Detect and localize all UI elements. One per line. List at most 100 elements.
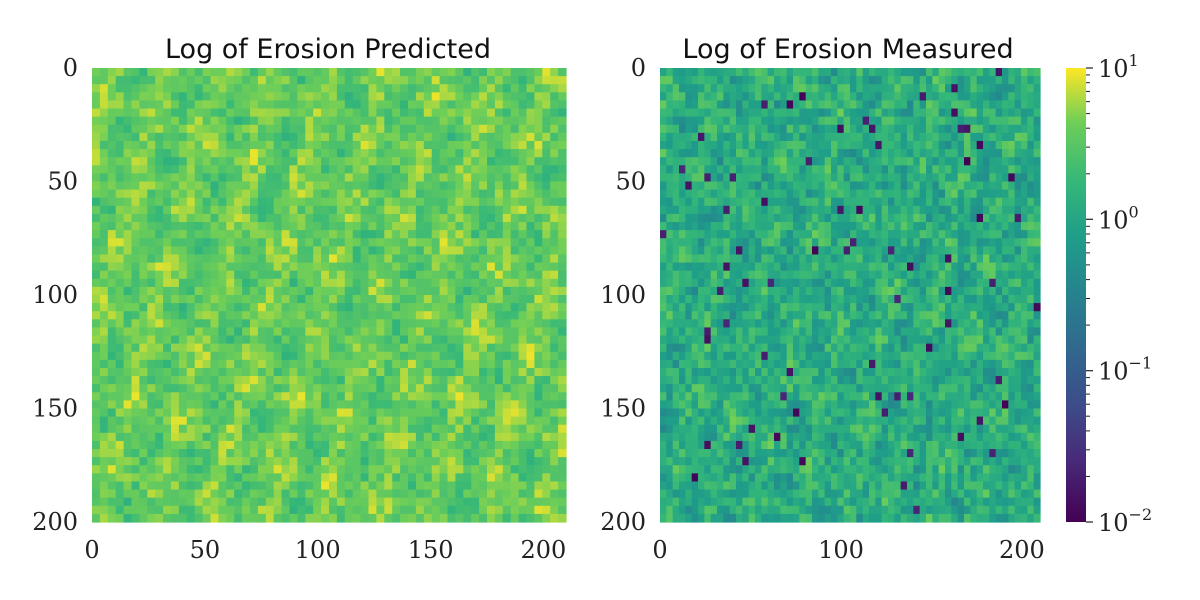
heatmap-cell: [850, 76, 857, 85]
heatmap-cell: [957, 278, 965, 288]
heatmap-cell: [178, 68, 188, 77]
heatmap-cell: [729, 116, 737, 126]
heatmap-cell: [273, 416, 283, 426]
heatmap-cell: [913, 116, 921, 126]
heatmap-cell: [774, 140, 781, 150]
heatmap-cell: [171, 76, 180, 85]
heatmap-cell: [139, 424, 148, 434]
heatmap-cell: [926, 246, 933, 256]
heatmap-cell: [945, 254, 952, 264]
heatmap-cell: [761, 116, 769, 126]
heatmap-cell: [344, 149, 354, 158]
heatmap-cell: [660, 100, 667, 110]
heatmap-cell: [115, 181, 125, 191]
heatmap-cell: [862, 84, 870, 93]
heatmap-cell: [799, 149, 807, 158]
heatmap-cell: [431, 149, 441, 158]
heatmap-cell: [344, 213, 354, 223]
heatmap-cell: [755, 157, 762, 166]
heatmap-cell: [938, 197, 946, 207]
heatmap-cell: [250, 213, 259, 223]
heatmap-cell: [869, 124, 876, 134]
heatmap-cell: [945, 140, 952, 150]
heatmap-cell: [226, 254, 235, 264]
heatmap-cell: [147, 84, 156, 93]
heatmap-cell: [542, 270, 551, 280]
heatmap-cell: [257, 270, 267, 280]
heatmap-cell: [510, 311, 520, 320]
heatmap-cell: [297, 205, 306, 215]
heatmap-cell: [234, 497, 243, 507]
heatmap-cell: [115, 359, 125, 369]
heatmap-cell: [487, 238, 496, 247]
heatmap-cell: [510, 197, 520, 207]
heatmap-cell: [408, 359, 417, 369]
heatmap-cell: [875, 108, 883, 118]
heatmap-cell: [717, 254, 724, 264]
heatmap-cell: [786, 108, 794, 118]
heatmap-cell: [1002, 189, 1009, 199]
heatmap-cell: [321, 513, 330, 523]
heatmap-cell: [431, 197, 441, 207]
heatmap-cell: [202, 100, 212, 110]
heatmap-cell: [550, 132, 559, 142]
heatmap-cell: [115, 311, 125, 320]
heatmap-cell: [526, 432, 535, 442]
heatmap-cell: [250, 457, 259, 466]
heatmap-cell: [818, 181, 826, 191]
heatmap-cell: [289, 351, 298, 361]
heatmap-cell: [226, 351, 235, 361]
heatmap-cell: [1002, 108, 1009, 118]
heatmap-cell: [888, 189, 895, 199]
heatmap-cell: [289, 481, 298, 491]
heatmap-cell: [869, 278, 876, 288]
heatmap-cell: [147, 392, 156, 401]
heatmap-cell: [384, 505, 393, 515]
heatmap-cell: [907, 181, 914, 191]
heatmap-cell: [989, 246, 997, 256]
heatmap-cell: [989, 278, 997, 288]
heatmap-cell: [376, 270, 385, 280]
heatmap-cell: [242, 432, 251, 442]
heatmap-cell: [518, 205, 528, 215]
heatmap-cell: [218, 108, 227, 118]
heatmap-cell: [856, 76, 864, 85]
heatmap-cell: [875, 157, 883, 166]
heatmap-cell: [99, 132, 109, 142]
heatmap-cell: [226, 440, 235, 450]
heatmap-cell: [439, 497, 449, 507]
heatmap-cell: [99, 84, 109, 93]
heatmap-cell: [431, 481, 441, 491]
heatmap-cell: [850, 246, 857, 256]
heatmap-cell: [951, 246, 959, 256]
heatmap-cell: [710, 132, 718, 142]
heatmap-cell: [147, 295, 156, 304]
heatmap-cell: [1033, 189, 1041, 199]
heatmap-cell: [926, 262, 933, 272]
heatmap-cell: [384, 132, 393, 142]
heatmap-cell: [250, 465, 259, 474]
heatmap-cell: [344, 295, 354, 304]
heatmap-cell: [147, 367, 156, 377]
heatmap-cell: [250, 481, 259, 491]
heatmap-cell: [202, 189, 212, 199]
heatmap-cell: [226, 497, 235, 507]
heatmap-cell: [479, 335, 488, 345]
heatmap-cell: [1002, 84, 1009, 93]
heatmap-cell: [265, 197, 275, 207]
heatmap-cell: [163, 197, 172, 207]
heatmap-cell: [679, 76, 686, 85]
heatmap-cell: [257, 254, 267, 264]
heatmap-cell: [329, 230, 338, 239]
heatmap-cell: [202, 376, 212, 385]
heatmap-cell: [479, 76, 488, 85]
heatmap-cell: [518, 351, 528, 361]
heatmap-cell: [1021, 222, 1028, 231]
heatmap-cell: [736, 189, 743, 199]
heatmap-cell: [218, 92, 227, 102]
heatmap-cell: [226, 400, 235, 410]
heatmap-cell: [242, 68, 251, 77]
heatmap-cell: [115, 262, 125, 272]
heatmap-cell: [139, 376, 148, 385]
heatmap-cell: [329, 432, 338, 442]
